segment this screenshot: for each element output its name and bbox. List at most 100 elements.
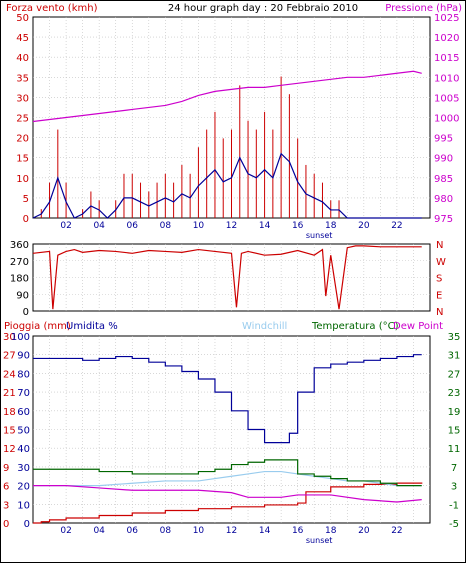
humidity-y-tick: 100	[11, 332, 30, 343]
wind-left-axis-label: Forza vento (kmh)	[6, 3, 98, 14]
x-tick-label: 14	[259, 526, 271, 536]
pressure-y-tick: 990	[434, 154, 453, 165]
humidity-y-tick: 70	[17, 388, 30, 399]
rain-y-tick: 9	[3, 463, 9, 474]
temperature-y-tick: 35	[448, 332, 461, 343]
pressure-y-tick: 1000	[434, 114, 459, 125]
x-tick-label: 18	[325, 221, 337, 231]
wind-y-tick: 25	[16, 114, 29, 125]
x-tick-label: 16	[292, 526, 304, 536]
pressure-right-axis-label: Pressione (hPa)	[385, 3, 462, 14]
temperature-y-tick: 7	[451, 463, 457, 474]
x-tick-label: 22	[391, 221, 402, 231]
compass-tick: N	[436, 240, 443, 251]
x-tick-label: 08	[160, 221, 172, 231]
pressure-y-tick: 980	[434, 194, 453, 205]
windchill-line	[33, 470, 422, 487]
dewpoint-label: Dew Point	[393, 321, 443, 332]
x-tick-label: 08	[160, 526, 172, 536]
wind-y-tick: 20	[16, 134, 29, 145]
x-tick-label: 22	[391, 526, 402, 536]
temperature-y-tick: -5	[449, 519, 459, 530]
temperature-y-tick: 27	[448, 369, 461, 380]
compass-tick: E	[436, 290, 442, 301]
temperature-y-tick: 15	[448, 426, 461, 437]
chart-title: 24 hour graph day : 20 Febbraio 2010	[168, 3, 358, 14]
rain-y-tick: 12	[3, 444, 16, 455]
direction-y-tick: 90	[16, 290, 29, 301]
x-tick-label: 10	[193, 221, 205, 231]
temperature-label: Temperatura (°C)	[311, 321, 399, 332]
pressure-y-tick: 1020	[434, 33, 459, 44]
wind-y-tick: 45	[16, 33, 29, 44]
x-tick-label: 02	[60, 221, 71, 231]
compass-tick: W	[436, 257, 446, 268]
humidity-y-tick: 30	[17, 463, 30, 474]
humidity-y-tick: 40	[17, 444, 30, 455]
wind-y-tick: 35	[16, 73, 29, 84]
rain-y-tick: 30	[3, 332, 16, 343]
direction-y-tick: 0	[23, 307, 29, 318]
rain-axis-label: Pioggia (mm)	[4, 321, 71, 332]
wind-y-tick: 40	[16, 53, 29, 64]
temperature-y-tick: 3	[451, 482, 457, 493]
x-tick-label: 12	[226, 221, 237, 231]
rain-y-tick: 18	[3, 407, 16, 418]
humidity-y-tick: 20	[17, 482, 30, 493]
humidity-y-tick: 0	[24, 519, 30, 530]
x-tick-label: 04	[93, 221, 105, 231]
x-tick-label: 02	[60, 526, 71, 536]
humidity-y-tick: 50	[17, 426, 30, 437]
sunset-annotation: sunset	[306, 536, 333, 545]
humidity-y-tick: 10	[17, 500, 30, 511]
pressure-y-tick: 1010	[434, 73, 459, 84]
rain-line	[33, 482, 423, 524]
windchill-label: Windchill	[242, 321, 287, 332]
temperature-y-tick: 19	[448, 407, 461, 418]
rain-y-tick: 27	[3, 351, 16, 362]
x-tick-label: 06	[127, 526, 139, 536]
direction-y-tick: 270	[10, 257, 29, 268]
x-tick-label: 20	[358, 526, 370, 536]
wind-y-tick: 5	[23, 194, 29, 205]
x-tick-label: 14	[259, 221, 271, 231]
pressure-line	[32, 70, 422, 123]
temperature-y-tick: 31	[448, 351, 461, 362]
wind-y-tick: 15	[16, 154, 29, 165]
wind-direction-line	[32, 245, 422, 310]
humidity-y-tick: 60	[17, 407, 30, 418]
x-tick-label: 04	[93, 526, 105, 536]
pressure-y-tick: 975	[434, 214, 453, 225]
compass-tick: S	[436, 274, 442, 285]
rain-y-tick: 3	[3, 500, 9, 511]
wind-speed-line	[32, 152, 422, 219]
humidity-y-tick: 80	[17, 369, 30, 380]
rain-y-tick: 24	[3, 369, 16, 380]
compass-tick: N	[436, 307, 443, 318]
temperature-y-tick: -1	[449, 500, 459, 511]
pressure-y-tick: 1005	[434, 93, 459, 104]
wind-y-tick: 10	[16, 174, 29, 185]
temperature-y-tick: 11	[448, 444, 461, 455]
rain-y-tick: 0	[3, 519, 9, 530]
direction-y-tick: 360	[10, 240, 29, 251]
humidity-axis-label: Umidita %	[66, 321, 118, 332]
humidity-y-tick: 90	[17, 351, 30, 362]
rain-y-tick: 21	[3, 388, 16, 399]
pressure-y-tick: 995	[434, 134, 453, 145]
x-tick-label: 10	[193, 526, 205, 536]
sunset-annotation: sunset	[306, 231, 333, 240]
x-tick-label: 06	[127, 221, 139, 231]
pressure-y-tick: 1015	[434, 53, 459, 64]
rain-y-tick: 15	[3, 426, 16, 437]
x-tick-label: 18	[325, 526, 337, 536]
wind-y-tick: 0	[23, 214, 29, 225]
rain-y-tick: 6	[3, 482, 9, 493]
humidity-line	[33, 354, 422, 444]
x-tick-label: 12	[226, 526, 237, 536]
pressure-y-tick: 1025	[434, 13, 459, 24]
pressure-y-tick: 985	[434, 174, 453, 185]
x-tick-label: 20	[358, 221, 370, 231]
